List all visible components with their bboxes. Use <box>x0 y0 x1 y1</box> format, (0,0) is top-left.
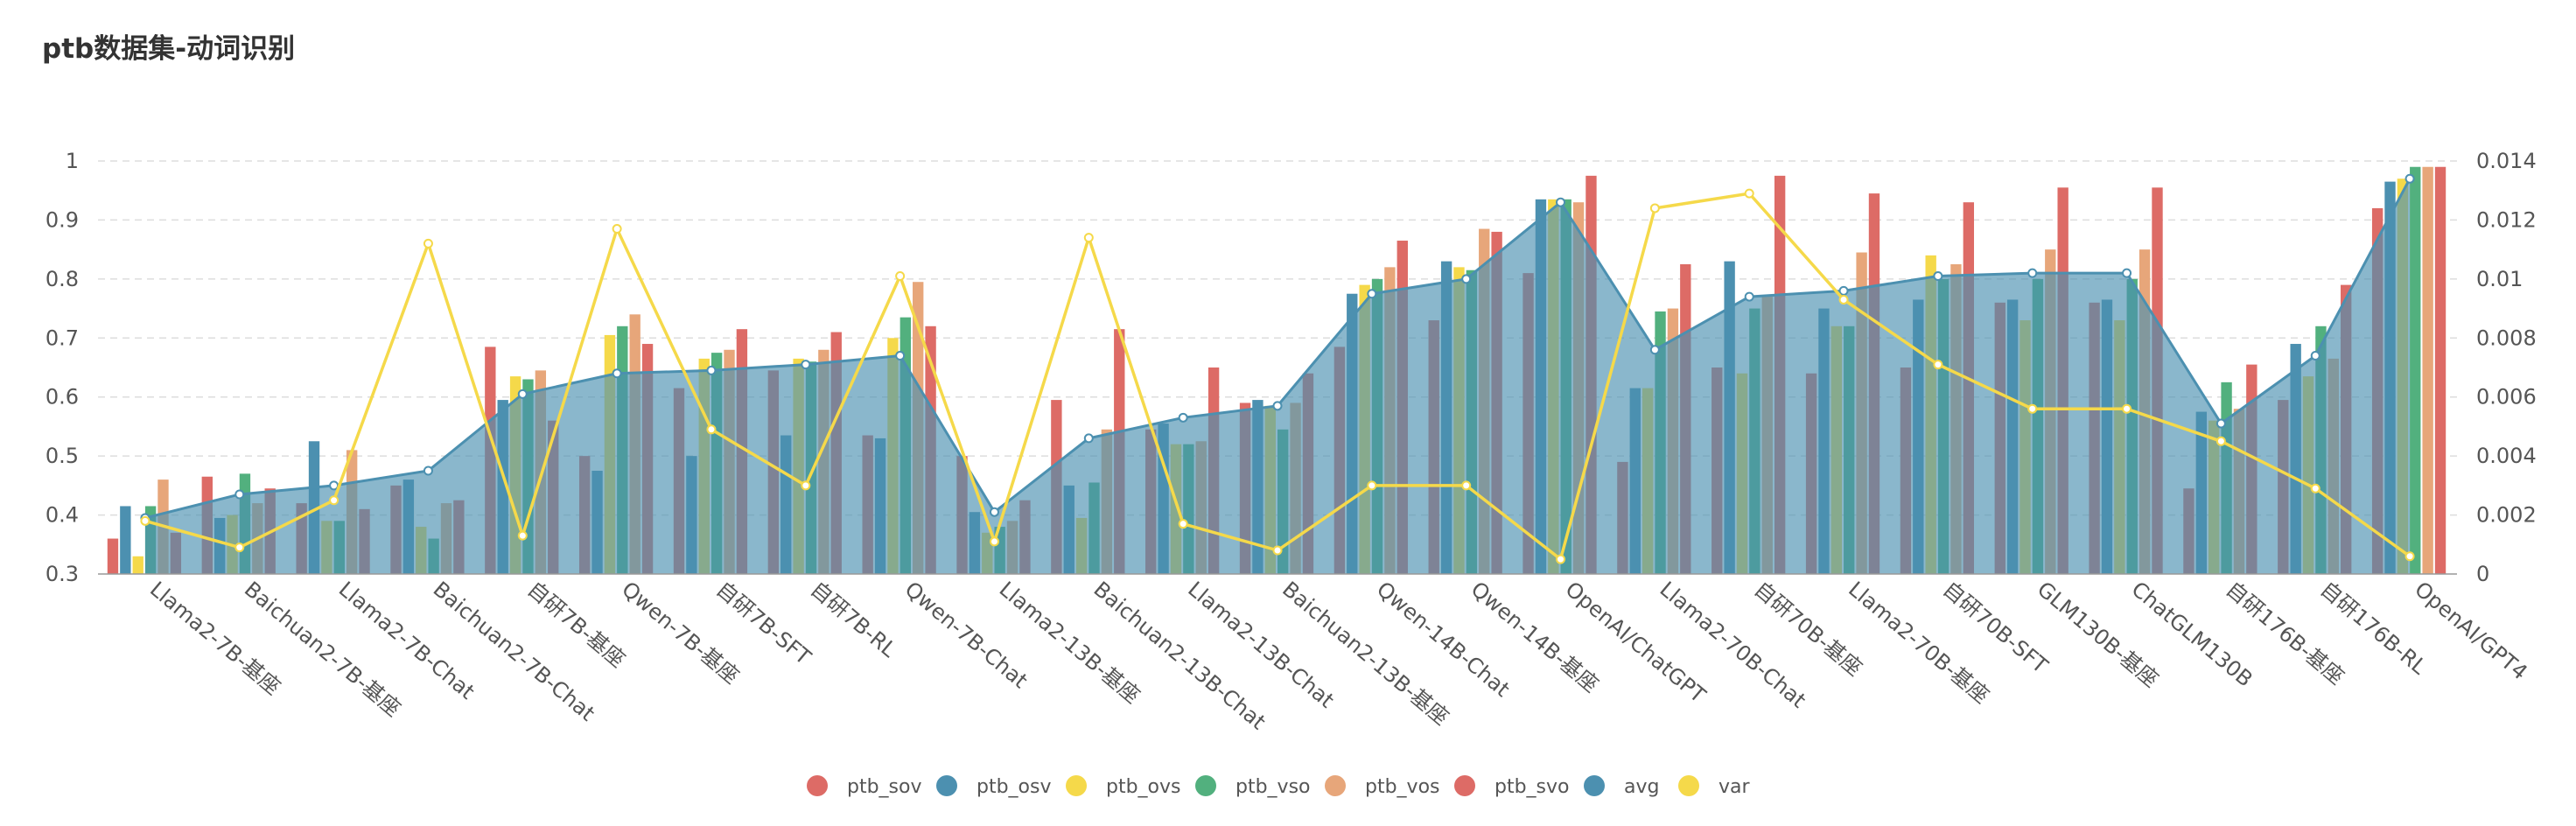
avg-point <box>2310 351 2320 361</box>
legend-marker-avg[interactable] <box>1584 775 1605 796</box>
y-right-tick-label: 0.002 <box>2476 503 2537 528</box>
y-left-tick-label: 0.9 <box>46 207 79 232</box>
avg-point <box>801 360 811 370</box>
y-right-tick-label: 0.014 <box>2476 149 2537 173</box>
var-point <box>706 424 717 435</box>
legend[interactable]: ptb_sov ptb_osv ptb_ovs ptb_vso ptb_vos ptb_s… <box>807 775 1751 798</box>
legend-marker-var[interactable] <box>1678 775 1699 796</box>
avg-point <box>2216 418 2226 429</box>
y-right-tick-label: 0.01 <box>2476 267 2523 291</box>
avg-point <box>1178 412 1188 423</box>
legend-marker-ptb_osv[interactable] <box>936 775 957 796</box>
var-point <box>140 515 150 526</box>
var-point <box>989 536 999 547</box>
avg-point <box>517 388 528 399</box>
y-left-tick-label: 0.6 <box>46 385 79 410</box>
bar-ptb_vso <box>2410 166 2421 574</box>
var-point <box>1272 545 1283 556</box>
avg-point <box>1838 285 1849 296</box>
avg-point <box>612 368 622 379</box>
var-point <box>2310 483 2320 494</box>
avg-point <box>895 351 906 361</box>
var-point <box>1744 188 1754 199</box>
var-point <box>801 480 811 491</box>
var-point <box>1178 519 1188 529</box>
var-point <box>2122 403 2132 414</box>
avg-point <box>1272 401 1283 411</box>
y-right-tick-label: 0.006 <box>2476 385 2537 410</box>
var-point <box>1556 554 1566 564</box>
legend-label-ptb_osv[interactable]: ptb_osv <box>976 776 1052 798</box>
legend-marker-ptb_vos[interactable] <box>1325 775 1346 796</box>
avg-point <box>423 466 433 476</box>
var-point <box>1933 360 1943 370</box>
avg-point <box>329 480 340 491</box>
avg-point <box>1367 289 1377 299</box>
var-point <box>1838 294 1849 304</box>
bar-ptb_vos <box>2422 166 2433 574</box>
avg-point <box>989 507 999 517</box>
bar-ptb_svo <box>2434 166 2446 574</box>
avg-area-series <box>140 173 2415 574</box>
legend-label-ptb_svo[interactable]: ptb_svo <box>1494 776 1570 798</box>
avg-point <box>1556 197 1566 207</box>
legend-label-ptb_vos[interactable]: ptb_vos <box>1365 776 1440 798</box>
legend-marker-ptb_sov[interactable] <box>807 775 828 796</box>
bar-ptb_sov <box>107 538 119 574</box>
legend-marker-ptb_vso[interactable] <box>1195 775 1216 796</box>
y-left-tick-label: 0.3 <box>46 562 79 586</box>
avg-point <box>1933 270 1943 281</box>
x-tick-label: Baichuan2-13B-Chat <box>1088 577 1270 734</box>
y-left-tick-label: 0.7 <box>46 326 79 350</box>
legend-label-ptb_ovs[interactable]: ptb_ovs <box>1106 776 1181 798</box>
y-right-tick-label: 0 <box>2476 562 2489 586</box>
bar-ptb_osv <box>120 506 131 574</box>
y-left-tick-label: 1 <box>66 149 79 173</box>
var-point <box>1367 480 1377 491</box>
avg-point <box>1649 345 1660 355</box>
y-left-tick-label: 0.8 <box>46 267 79 291</box>
legend-marker-ptb_svo[interactable] <box>1454 775 1475 796</box>
avg-point <box>2122 268 2132 278</box>
legend-label-var[interactable]: var <box>1718 776 1751 798</box>
var-point <box>1649 203 1660 214</box>
var-point <box>1083 233 1094 243</box>
avg-area-fill <box>144 178 2411 574</box>
var-point <box>423 238 433 248</box>
avg-point <box>2027 268 2038 278</box>
avg-point <box>2404 173 2415 184</box>
y-right-tick-label: 0.004 <box>2476 444 2537 468</box>
var-line-series <box>140 188 2415 564</box>
y-right-tick-label: 0.012 <box>2476 207 2537 232</box>
var-point <box>2027 403 2038 414</box>
x-tick-label: Baichuan2-13B-基座 <box>1278 577 1453 730</box>
legend-label-avg[interactable]: avg <box>1624 776 1659 798</box>
var-point <box>612 224 622 234</box>
var-point <box>1461 480 1472 491</box>
var-point <box>2216 436 2226 446</box>
x-tick-label: OpenAI/GPT4 <box>2410 577 2532 684</box>
x-tick-label: Baichuan2-7B-基座 <box>240 577 405 721</box>
avg-point <box>1744 291 1754 302</box>
legend-marker-ptb_ovs[interactable] <box>1066 775 1087 796</box>
y-right-tick-label: 0.008 <box>2476 326 2537 350</box>
bar-ptb_ovs <box>132 556 144 574</box>
var-point <box>895 270 906 281</box>
var-point <box>2404 551 2415 562</box>
var-point <box>329 495 340 506</box>
avg-point <box>234 489 245 500</box>
legend-label-ptb_vso[interactable]: ptb_vso <box>1236 776 1311 798</box>
var-point <box>517 530 528 541</box>
var-point <box>234 542 245 553</box>
y-left-tick-label: 0.4 <box>46 503 79 528</box>
chart-title: ptb数据集-动词识别 <box>42 33 296 65</box>
x-tick-label: 自研7B-RL <box>806 577 901 662</box>
avg-point <box>706 365 717 375</box>
x-tick-label: Baichuan2-7B-Chat <box>429 577 600 725</box>
legend-label-ptb_sov[interactable]: ptb_sov <box>847 776 922 798</box>
avg-point <box>1083 433 1094 444</box>
avg-point <box>1461 274 1472 284</box>
y-left-tick-label: 0.5 <box>46 444 79 468</box>
